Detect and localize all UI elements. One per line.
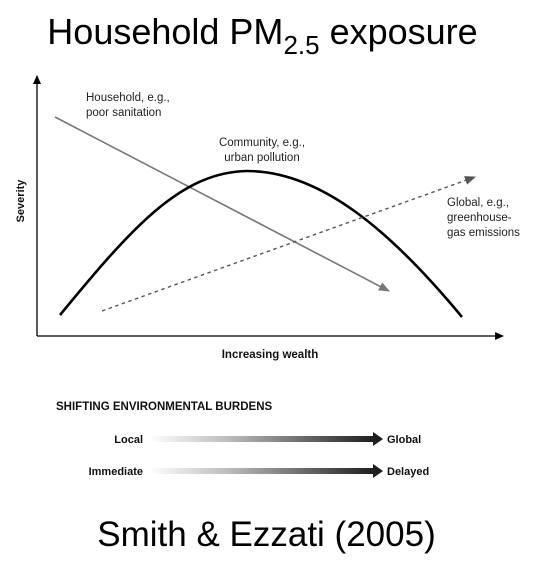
burden-to-global: Global [387,434,421,446]
burden-arrowhead-immediate-delayed [373,464,383,478]
community-curve [58,169,464,318]
burden-to-delayed: Delayed [387,466,429,478]
y-axis-label: Severity [15,179,27,223]
x-axis-label: Increasing wealth [222,349,319,361]
global-line [101,176,476,312]
global-label-line1: Global, e.g., [447,197,509,209]
community-label-line2: urban pollution [224,152,299,164]
burden-from-local: Local [114,434,143,446]
household-label-line1: Household, e.g., [86,92,170,104]
burden-from-immediate: Immediate [89,466,143,478]
global-label-line2: greenhouse- [447,212,512,224]
burden-gradient-bar-immediate-delayed [149,468,374,474]
slide-title: Household PM2.5 exposure [0,10,525,58]
citation: Smith & Ezzati (2005) [97,515,436,554]
community-label-line1: Community, e.g., [219,137,305,149]
household-label-line2: poor sanitation [86,107,161,119]
title-suffix: exposure [319,11,478,52]
burden-arrowhead-local-global [373,432,383,446]
global-label-line3: gas emissions [447,227,520,239]
burdens-heading: SHIFTING ENVIRONMENTAL BURDENS [56,401,272,413]
household-line [54,116,390,292]
title-main: Household PM [47,11,284,52]
title-subscript: 2.5 [283,30,320,60]
burden-gradient-bar-local-global [149,436,374,442]
